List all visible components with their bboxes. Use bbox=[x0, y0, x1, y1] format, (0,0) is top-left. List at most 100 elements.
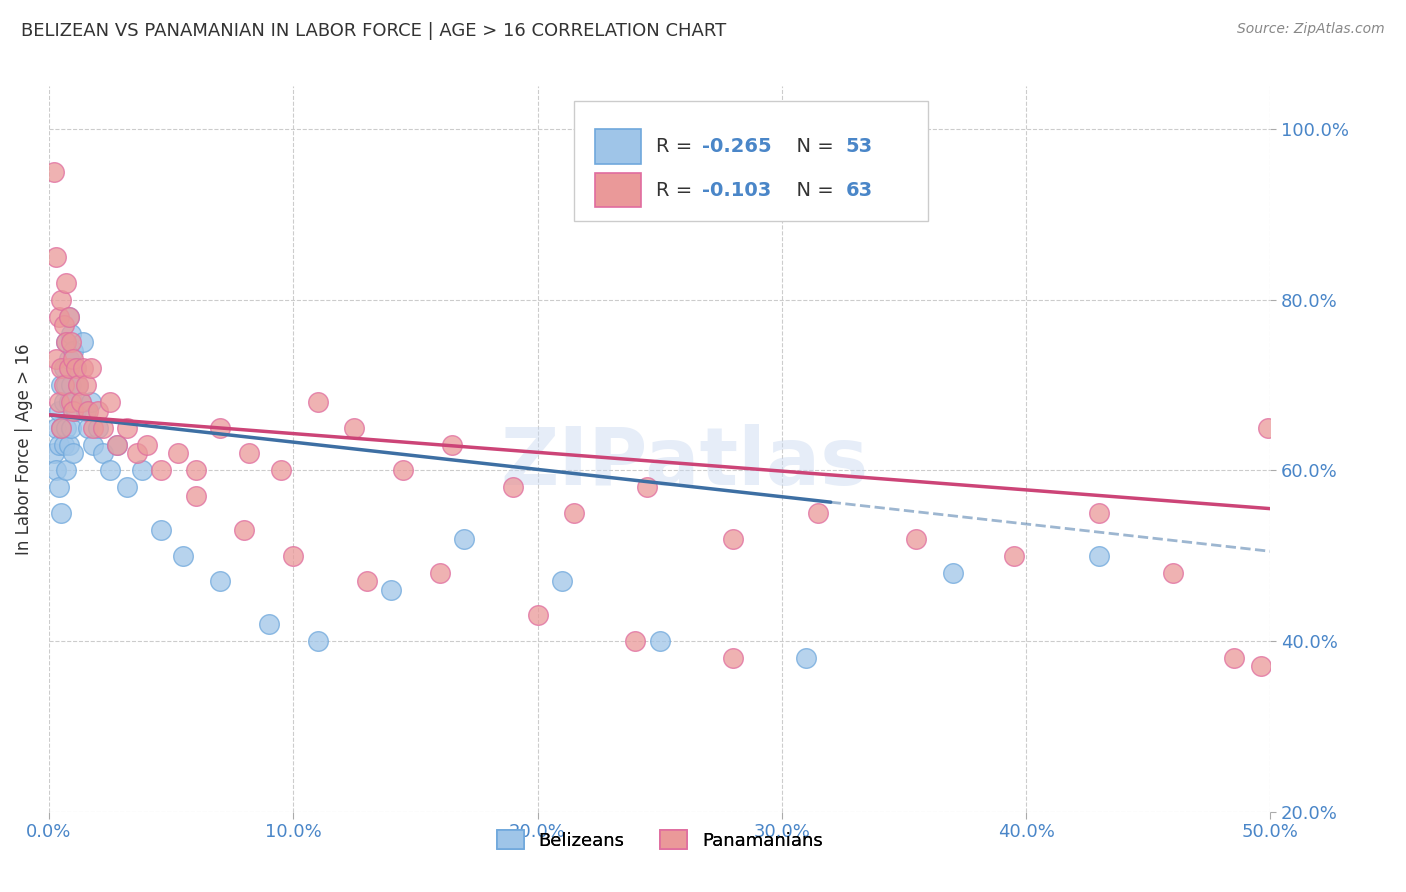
Point bbox=[55, 420, 77, 434]
Point bbox=[91, 446, 114, 460]
Point bbox=[1002, 549, 1025, 563]
Point bbox=[52, 438, 75, 452]
Point bbox=[807, 506, 830, 520]
Point bbox=[62, 403, 84, 417]
Text: 63: 63 bbox=[845, 180, 873, 200]
Point bbox=[184, 463, 207, 477]
Point bbox=[65, 403, 87, 417]
Text: Source: ZipAtlas.com: Source: ZipAtlas.com bbox=[1237, 22, 1385, 37]
FancyBboxPatch shape bbox=[595, 129, 641, 164]
Point bbox=[75, 378, 97, 392]
Point bbox=[48, 310, 70, 324]
Point bbox=[648, 633, 671, 648]
Point bbox=[72, 360, 94, 375]
Point bbox=[42, 164, 65, 178]
Point bbox=[98, 395, 121, 409]
Point bbox=[115, 480, 138, 494]
Point bbox=[51, 293, 73, 307]
Point bbox=[65, 360, 87, 375]
Point bbox=[65, 360, 87, 375]
Point bbox=[48, 438, 70, 452]
Point bbox=[51, 506, 73, 520]
Point bbox=[58, 352, 80, 367]
Y-axis label: In Labor Force | Age > 16: In Labor Force | Age > 16 bbox=[15, 343, 32, 555]
Point bbox=[1222, 651, 1244, 665]
Point bbox=[392, 463, 415, 477]
Point bbox=[87, 420, 110, 434]
Point bbox=[59, 395, 82, 409]
Point bbox=[551, 574, 574, 589]
Point bbox=[45, 463, 67, 477]
Point bbox=[51, 420, 73, 434]
Point bbox=[48, 395, 70, 409]
Point bbox=[131, 463, 153, 477]
Point bbox=[59, 326, 82, 341]
Point bbox=[905, 532, 928, 546]
Point bbox=[526, 608, 548, 623]
Point bbox=[79, 395, 101, 409]
Point bbox=[150, 463, 173, 477]
Point bbox=[1257, 420, 1279, 434]
Point bbox=[58, 360, 80, 375]
Point bbox=[48, 480, 70, 494]
Point bbox=[62, 343, 84, 358]
Point bbox=[45, 420, 67, 434]
Point bbox=[75, 403, 97, 417]
Point bbox=[125, 446, 148, 460]
Point bbox=[233, 523, 256, 537]
Point bbox=[58, 310, 80, 324]
Text: N =: N = bbox=[785, 180, 841, 200]
Point bbox=[105, 438, 128, 452]
Text: N =: N = bbox=[785, 137, 841, 156]
Point bbox=[55, 335, 77, 350]
Point bbox=[441, 438, 464, 452]
Point bbox=[51, 378, 73, 392]
Point bbox=[283, 549, 305, 563]
Point bbox=[150, 523, 173, 537]
Legend: Belizeans, Panamanians: Belizeans, Panamanians bbox=[489, 823, 830, 857]
Point bbox=[45, 352, 67, 367]
Point bbox=[208, 574, 231, 589]
Point bbox=[208, 420, 231, 434]
Point bbox=[307, 395, 329, 409]
Point bbox=[51, 420, 73, 434]
FancyBboxPatch shape bbox=[574, 101, 928, 220]
Point bbox=[624, 633, 647, 648]
Point bbox=[238, 446, 260, 460]
FancyBboxPatch shape bbox=[595, 173, 641, 208]
Point bbox=[45, 250, 67, 264]
Point bbox=[77, 403, 100, 417]
Point bbox=[270, 463, 292, 477]
Point bbox=[98, 463, 121, 477]
Point bbox=[79, 360, 101, 375]
Point bbox=[172, 549, 194, 563]
Point bbox=[67, 378, 90, 392]
Point bbox=[77, 420, 100, 434]
Point bbox=[82, 438, 104, 452]
Point bbox=[721, 651, 744, 665]
Point bbox=[51, 360, 73, 375]
Point bbox=[58, 395, 80, 409]
Point bbox=[59, 378, 82, 392]
Point bbox=[52, 395, 75, 409]
Point bbox=[115, 420, 138, 434]
Point bbox=[58, 310, 80, 324]
Point bbox=[59, 335, 82, 350]
Point bbox=[429, 566, 451, 580]
Point bbox=[62, 395, 84, 409]
Point bbox=[62, 446, 84, 460]
Point bbox=[55, 378, 77, 392]
Point bbox=[62, 352, 84, 367]
Text: ZIPatlas: ZIPatlas bbox=[501, 425, 869, 502]
Point bbox=[721, 532, 744, 546]
Point bbox=[453, 532, 475, 546]
Point bbox=[502, 480, 524, 494]
Point bbox=[167, 446, 190, 460]
Point bbox=[1250, 659, 1272, 673]
Point bbox=[55, 335, 77, 350]
Point bbox=[794, 651, 817, 665]
Point bbox=[343, 420, 366, 434]
Point bbox=[135, 438, 157, 452]
Point bbox=[42, 446, 65, 460]
Point bbox=[562, 506, 585, 520]
